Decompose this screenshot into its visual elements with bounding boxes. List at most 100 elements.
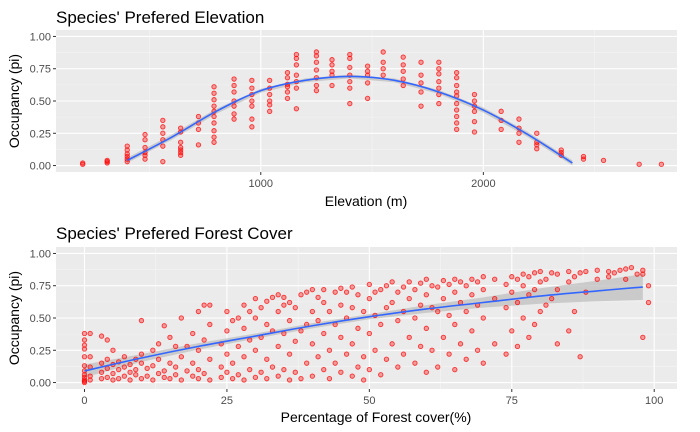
- forest-cover-data-point: [469, 276, 475, 282]
- elevation-data-point: [498, 126, 504, 133]
- forest-cover-data-point: [361, 354, 367, 360]
- elevation-data-point: [124, 147, 130, 153]
- forest-cover-data-point: [566, 328, 572, 334]
- elevation-data-point: [453, 89, 460, 95]
- elevation-data-point: [211, 139, 217, 145]
- elevation-data-point: [195, 113, 202, 120]
- forest-cover-data-point: [474, 279, 481, 285]
- elevation-data-point: [313, 67, 320, 73]
- forest-cover-data-point: [366, 295, 372, 302]
- elevation-data-point: [142, 131, 148, 138]
- forest-cover-data-point: [178, 354, 184, 360]
- forest-cover-data-point: [446, 312, 452, 319]
- forest-cover-data-point: [201, 302, 207, 308]
- forest-cover-data-point: [161, 323, 167, 329]
- forest-cover-data-point: [190, 373, 196, 379]
- forest-cover-data-point: [155, 341, 162, 347]
- forest-cover-data-point: [463, 308, 469, 315]
- elevation-data-point: [231, 116, 237, 122]
- forest-cover-data-point: [469, 328, 475, 334]
- elevation-data-point: [313, 49, 320, 55]
- elevation-data-point: [380, 49, 386, 55]
- elevation-data-point: [267, 102, 273, 108]
- forest-cover-y-tick-label: 0.25: [30, 345, 51, 357]
- forest-cover-data-point: [127, 377, 133, 383]
- elevation-data-point: [418, 103, 424, 109]
- forest-cover-data-point: [201, 337, 207, 343]
- forest-cover-data-point: [355, 292, 361, 298]
- forest-cover-data-point: [98, 376, 105, 382]
- elevation-data-point: [347, 51, 353, 58]
- forest-cover-data-point: [98, 369, 105, 375]
- forest-cover-data-point: [144, 365, 150, 371]
- forest-cover-data-point: [229, 317, 236, 324]
- forest-cover-data-point: [195, 366, 202, 373]
- elevation-data-point: [329, 62, 335, 68]
- forest-cover-data-point: [395, 289, 401, 295]
- forest-cover-data-point: [161, 374, 167, 381]
- elevation-data-point: [453, 113, 460, 120]
- forest-cover-data-point: [195, 376, 202, 382]
- elevation-data-point: [400, 76, 406, 82]
- forest-cover-data-point: [492, 341, 498, 347]
- forest-cover-data-point: [87, 354, 93, 360]
- forest-cover-data-point: [577, 270, 583, 276]
- forest-cover-data-point: [309, 286, 316, 293]
- forest-cover-data-point: [286, 377, 293, 383]
- forest-cover-data-point: [144, 373, 150, 379]
- elevation-data-point: [418, 89, 424, 95]
- forest-cover-data-point: [480, 360, 486, 366]
- elevation-data-point: [142, 144, 148, 151]
- elevation-data-point: [380, 66, 386, 72]
- forest-cover-data-point: [104, 356, 110, 362]
- elevation-data-point: [267, 91, 273, 98]
- forest-cover-data-point: [167, 376, 173, 382]
- forest-cover-data-point: [383, 283, 390, 289]
- forest-cover-data-point: [332, 360, 338, 366]
- elevation-data-point: [380, 59, 386, 65]
- elevation-data-point: [267, 108, 273, 114]
- forest-cover-data-point: [104, 374, 110, 381]
- elevation-data-point: [471, 91, 478, 98]
- forest-cover-data-point: [372, 289, 378, 295]
- elevation-data-point: [471, 119, 478, 125]
- forest-cover-data-point: [355, 325, 361, 331]
- forest-cover-y-axis-label: Occupancy (pi): [6, 271, 22, 365]
- forest-cover-x-tick-label: 0: [81, 395, 87, 407]
- elevation-y-tick-label: 0.00: [30, 161, 51, 173]
- forest-cover-data-point: [229, 360, 236, 366]
- elevation-data-point: [453, 69, 460, 76]
- elevation-data-point: [534, 130, 540, 136]
- forest-cover-data-point: [326, 376, 333, 382]
- forest-cover-data-point: [110, 377, 116, 383]
- forest-cover-data-point: [605, 274, 612, 280]
- forest-cover-data-point: [520, 283, 526, 289]
- elevation-y-axis-label: Occupancy (pi): [6, 54, 22, 148]
- forest-cover-data-point: [275, 343, 281, 350]
- elevation-data-point: [267, 98, 273, 104]
- forest-cover-data-point: [435, 284, 441, 290]
- forest-cover-data-point: [81, 363, 88, 369]
- forest-cover-data-point: [269, 364, 276, 370]
- elevation-data-point: [249, 98, 255, 104]
- elevation-plot-area: 0.00 0.25 0.50 0.75 1.00 1000 2000: [30, 30, 677, 190]
- forest-cover-data-point: [87, 373, 93, 379]
- elevation-data-point: [400, 54, 406, 60]
- forest-cover-data-point: [463, 283, 469, 289]
- forest-cover-data-point: [343, 289, 350, 295]
- forest-cover-data-point: [104, 337, 110, 343]
- elevation-data-point: [471, 108, 478, 114]
- forest-cover-data-point: [566, 268, 572, 275]
- forest-cover-data-point: [566, 279, 572, 285]
- forest-cover-data-point: [577, 354, 583, 360]
- forest-cover-data-point: [395, 317, 401, 324]
- elevation-data-point: [293, 62, 300, 68]
- elevation-data-point: [453, 75, 460, 81]
- forest-cover-x-axis-label: Percentage of Forest cover(%): [281, 409, 472, 425]
- elevation-data-point: [284, 69, 291, 76]
- forest-cover-data-point: [98, 333, 105, 339]
- forest-cover-data-point: [452, 366, 458, 373]
- elevation-data-point: [142, 156, 148, 162]
- elevation-data-point: [471, 129, 478, 135]
- forest-cover-data-point: [81, 342, 88, 348]
